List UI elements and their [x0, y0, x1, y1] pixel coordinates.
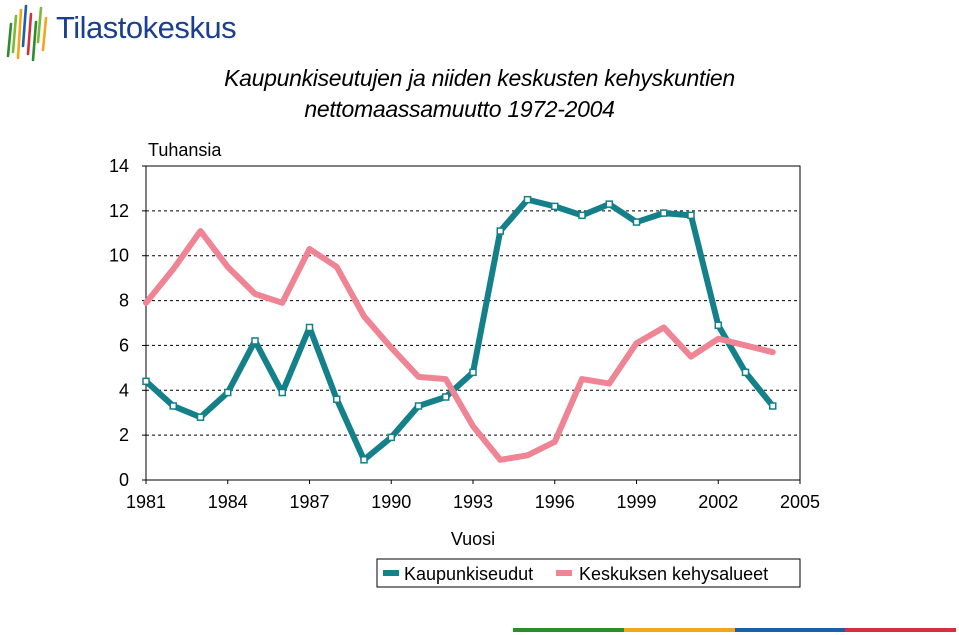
y-tick-label: 2: [119, 425, 129, 445]
data-point: [305, 323, 314, 332]
data-point: [632, 218, 641, 226]
chart-subtitle: nettomaassamuutto 1972-2004: [304, 96, 615, 122]
footer-color-segment: [623, 628, 735, 632]
y-tick-label: 8: [119, 291, 129, 311]
data-point: [714, 321, 722, 329]
x-tick-label: 1993: [453, 492, 493, 512]
data-point: [414, 402, 423, 410]
data-point: [523, 195, 532, 204]
x-tick-label: 1981: [126, 492, 166, 512]
data-point: [196, 413, 205, 421]
legend: Kaupunkiseudut Keskuksen kehysalueet: [376, 558, 801, 588]
data-point: [224, 388, 232, 397]
plot-area: [145, 165, 801, 481]
y-tick-label: 10: [109, 246, 129, 266]
data-point: [687, 211, 695, 220]
data-point: [605, 200, 613, 208]
data-point: [278, 388, 286, 397]
x-tick-label: 1996: [535, 492, 575, 512]
x-axis-label: Vuosi: [451, 529, 495, 549]
data-point: [578, 211, 586, 220]
footer-color-segment: [845, 628, 956, 632]
x-tick-label: 1984: [208, 492, 248, 512]
data-point: [360, 456, 368, 464]
data-point: [251, 337, 259, 345]
data-point: [660, 209, 668, 217]
x-tick-label: 2002: [698, 492, 738, 512]
data-point: [333, 395, 341, 404]
y-tick-label: 0: [119, 470, 129, 490]
series-line-2: [143, 228, 776, 463]
footer-color-segment: [513, 628, 624, 632]
chart-title: Kaupunkiseutujen ja niiden keskusten keh…: [224, 65, 735, 91]
data-point: [142, 377, 150, 386]
series-line-1: [143, 196, 776, 463]
logo-mark-icon: [6, 4, 48, 62]
data-point: [551, 202, 559, 211]
legend-label: Kaupunkiseudut: [404, 564, 533, 584]
brand-logo: [6, 4, 48, 62]
data-point: [469, 368, 477, 377]
footer-color-bar: [513, 628, 956, 632]
data-point: [769, 402, 777, 410]
legend-label: Keskuksen kehysalueet: [579, 564, 768, 584]
y-tick-label: 4: [119, 380, 129, 400]
y-tick-label: 12: [109, 201, 129, 221]
data-point: [169, 402, 177, 410]
y-tick-label: 14: [109, 156, 129, 176]
data-point: [387, 433, 395, 442]
x-tick-label: 1999: [616, 492, 656, 512]
footer-color-segment: [734, 628, 846, 632]
legend-box: [376, 558, 801, 588]
data-point: [442, 393, 450, 401]
x-tick-label: 1987: [289, 492, 329, 512]
y-axis-label: Tuhansia: [148, 140, 222, 160]
x-tick-label: 1990: [371, 492, 411, 512]
x-tick-label: 2005: [780, 492, 820, 512]
y-tick-label: 6: [119, 335, 129, 355]
brand-name: Tilastokeskus: [56, 10, 237, 45]
data-point: [741, 368, 750, 377]
data-point: [496, 227, 504, 235]
